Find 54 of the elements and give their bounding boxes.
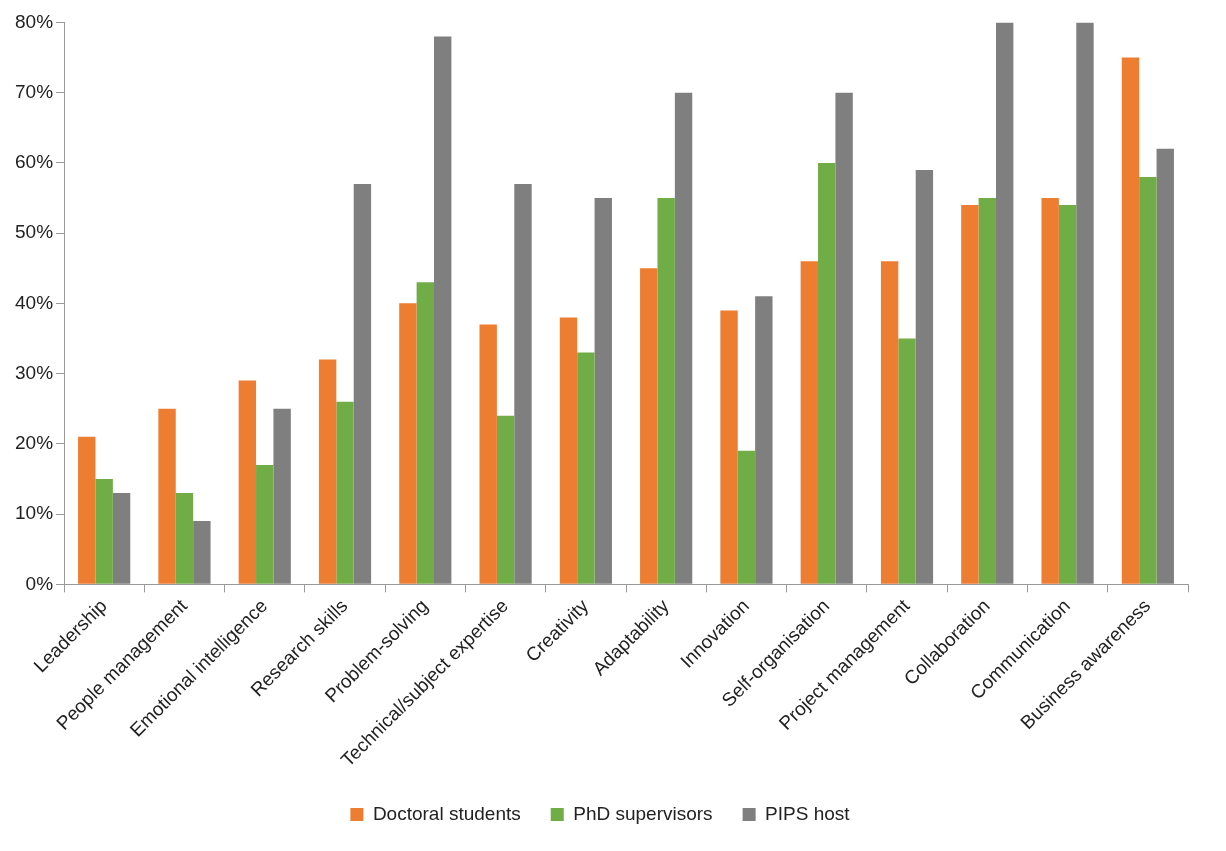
bar	[978, 198, 996, 584]
bar	[657, 198, 675, 584]
bar	[175, 493, 194, 584]
y-tick-label: 10%	[15, 502, 54, 524]
bar	[336, 401, 354, 584]
bar	[434, 36, 452, 584]
bar	[880, 261, 899, 584]
bar	[640, 268, 658, 584]
y-tick-label: 0%	[25, 572, 54, 594]
bar	[1121, 57, 1140, 584]
bar	[416, 282, 434, 584]
bar	[353, 183, 372, 584]
y-tick-label: 70%	[15, 80, 54, 102]
bar	[800, 261, 819, 584]
bar	[238, 380, 257, 584]
y-tick-label: 80%	[15, 10, 54, 32]
y-tick-label: 60%	[15, 151, 54, 173]
bar	[479, 324, 497, 584]
bar	[95, 478, 113, 584]
legend-label: Doctoral students	[372, 802, 521, 824]
bar	[577, 352, 595, 584]
bar	[674, 92, 693, 584]
bar	[1139, 176, 1157, 584]
bar	[559, 317, 578, 584]
bar	[256, 464, 274, 584]
bar	[835, 92, 853, 584]
bar	[273, 408, 291, 584]
bar	[737, 450, 756, 584]
bar	[1041, 198, 1059, 584]
y-tick-label: 20%	[15, 432, 54, 454]
legend-label: PhD supervisors	[573, 802, 713, 824]
bar	[898, 338, 916, 584]
bar	[399, 303, 417, 584]
bar	[1076, 22, 1094, 584]
bar	[78, 436, 96, 584]
bar	[961, 205, 979, 584]
bar	[915, 169, 934, 584]
y-tick-label: 30%	[15, 361, 54, 383]
bar	[995, 22, 1014, 584]
bar	[818, 162, 836, 584]
bar	[1156, 148, 1174, 584]
y-tick-label: 40%	[15, 291, 54, 313]
bar	[318, 359, 337, 584]
bar	[496, 415, 515, 584]
bar	[720, 310, 738, 584]
bar	[193, 521, 211, 584]
legend-label: PIPS host	[765, 802, 851, 824]
y-tick-label: 50%	[15, 221, 54, 243]
bar	[514, 183, 532, 584]
bar	[594, 198, 612, 584]
bar	[112, 493, 131, 584]
bar	[755, 296, 773, 584]
bar	[158, 408, 176, 584]
bar	[1058, 205, 1077, 584]
